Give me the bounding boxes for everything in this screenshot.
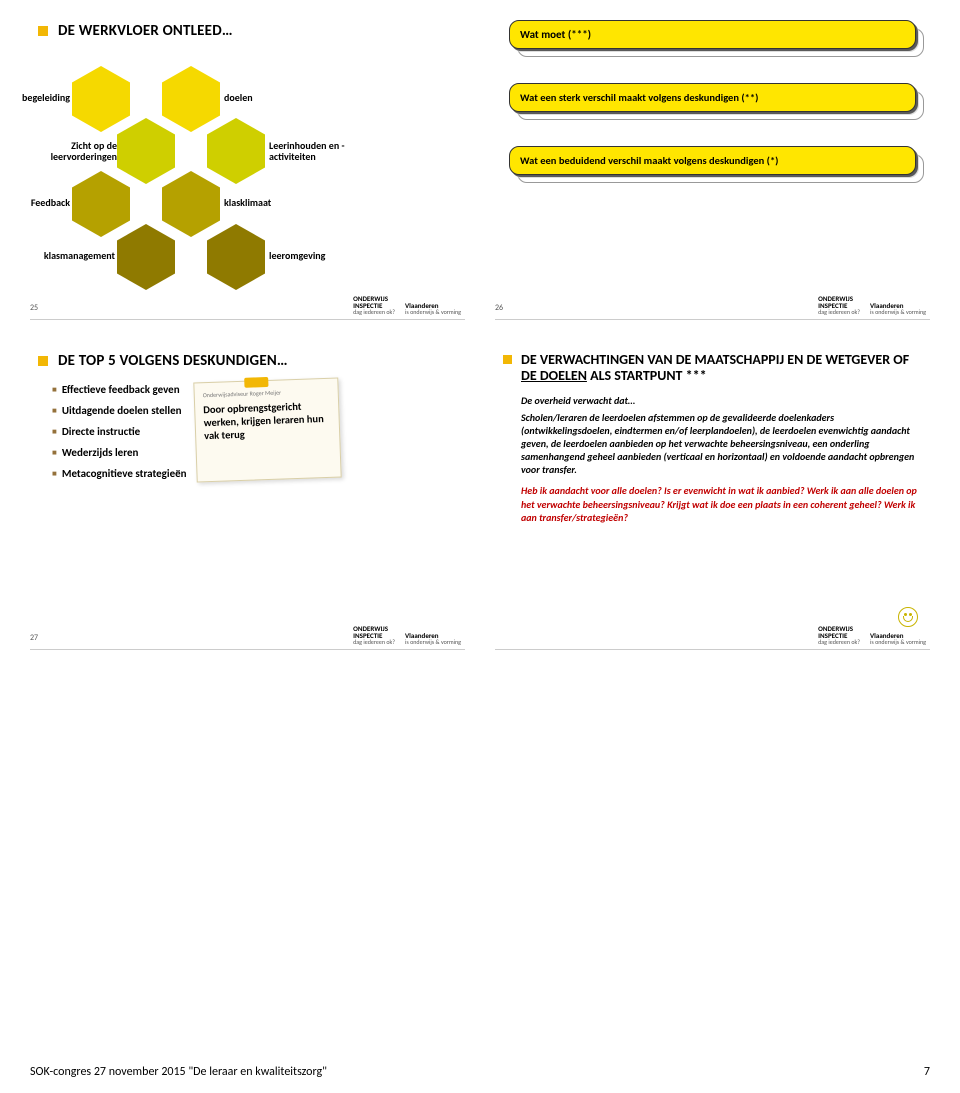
- smiley-icon: [898, 607, 918, 627]
- onderwijs-inspectie-logo: ONDERWIJS INSPECTIE dag iedereen ok?: [818, 295, 860, 315]
- title-bullet-icon: [503, 355, 512, 364]
- clip-subhead: Onderwijsadviseur Roger Meijer: [202, 387, 329, 399]
- top5-list: Effectieve feedback gevenUitdagende doel…: [52, 380, 187, 484]
- title-bullet-icon: [38, 356, 48, 366]
- slide-26-logos: ONDERWIJS INSPECTIE dag iedereen ok? Vla…: [818, 295, 926, 315]
- vlaanderen-logo: Vlaanderen is onderwijs & vorming: [870, 632, 926, 645]
- callout-stack: Wat moet (***) Wat een sterk verschil maa…: [509, 20, 916, 209]
- top5-item-1: Uitdagende doelen stellen: [52, 401, 187, 422]
- footer-left: SOK-congres 27 november 2015 "De leraar …: [30, 1065, 327, 1079]
- hex-label-leerinh: Leerinhouden en - activiteiten: [269, 140, 369, 162]
- slide-27-logos: ONDERWIJS INSPECTIE dag iedereen ok? Vla…: [353, 625, 461, 645]
- callout-wrap-0: Wat moet (***): [509, 20, 916, 49]
- callout-wrap-2: Wat een beduidend verschil maakt volgens…: [509, 146, 916, 175]
- hex-zicht: [117, 118, 175, 184]
- vlaanderen-logo: Vlaanderen is onderwijs & vorming: [405, 632, 461, 645]
- slide-25: DE WERKVLOER ONTLEED… begeleidingdoelenZ…: [30, 20, 465, 320]
- hex-label-klasmanagement: klasmanagement: [27, 250, 115, 261]
- hex-label-klasklimaat: klasklimaat: [224, 197, 294, 208]
- slide-25-title-text: DE WERKVLOER ONTLEED…: [58, 22, 233, 40]
- slide-28-logos: ONDERWIJS INSPECTIE dag iedereen ok? Vla…: [818, 625, 926, 645]
- onderwijs-inspectie-logo: ONDERWIJS INSPECTIE dag iedereen ok?: [353, 295, 395, 315]
- hex-klasmanagement: [117, 224, 175, 290]
- slide-28-title: DE VERWACHTINGEN VAN DE MAATSCHAPPIJ EN …: [521, 352, 922, 384]
- top5-item-3: Wederzijds leren: [52, 443, 187, 464]
- hex-feedback: [72, 171, 130, 237]
- page-footer: SOK-congres 27 november 2015 "De leraar …: [30, 1065, 930, 1079]
- callout-2: Wat een beduidend verschil maakt volgens…: [509, 146, 916, 175]
- top5-item-2: Directe instructie: [52, 422, 187, 443]
- vlaanderen-logo: Vlaanderen is onderwijs & vorming: [870, 302, 926, 315]
- title-bullet-icon: [38, 26, 48, 36]
- hex-label-begeleiding: begeleiding: [14, 92, 70, 103]
- callout-0: Wat moet (***): [509, 20, 916, 49]
- slide-28-title-pre: DE VERWACHTINGEN VAN DE MAATSCHAPPIJ EN …: [521, 351, 909, 368]
- hex-doelen: [162, 66, 220, 132]
- hex-label-doelen: doelen: [224, 92, 294, 103]
- top5-item-4: Metacognitieve strategieën: [52, 464, 187, 485]
- slide-25-number: 25: [30, 303, 38, 313]
- hex-leerinh: [207, 118, 265, 184]
- callout-1: Wat een sterk verschil maakt volgens des…: [509, 83, 916, 112]
- slide-27-title-text: DE TOP 5 VOLGENS DESKUNDIGEN…: [58, 352, 288, 370]
- slide-26-number: 26: [495, 303, 503, 313]
- top5-item-0: Effectieve feedback geven: [52, 380, 187, 401]
- vlaanderen-logo: Vlaanderen is onderwijs & vorming: [405, 302, 461, 315]
- slide-27-title: DE TOP 5 VOLGENS DESKUNDIGEN…: [30, 350, 465, 376]
- hex-label-zicht: Zicht op de leervorderingen: [39, 140, 117, 162]
- slide-28: DE VERWACHTINGEN VAN DE MAATSCHAPPIJ EN …: [495, 350, 930, 650]
- slide-26: Wat moet (***) Wat een sterk verschil maa…: [495, 20, 930, 320]
- slide-28-lead: De overheid verwacht dat…: [521, 394, 920, 407]
- slide-28-paragraph: Scholen/leraren de leerdoelen afstemmen …: [521, 411, 920, 476]
- clip-tag-icon: [244, 377, 268, 388]
- slide-25-logos: ONDERWIJS INSPECTIE dag iedereen ok? Vla…: [353, 295, 461, 315]
- slide-27-number: 27: [30, 633, 38, 643]
- callout-wrap-1: Wat een sterk verschil maakt volgens des…: [509, 83, 916, 112]
- onderwijs-inspectie-logo: ONDERWIJS INSPECTIE dag iedereen ok?: [818, 625, 860, 645]
- footer-page-number: 7: [924, 1065, 930, 1079]
- slide-28-title-post: ALS STARTPUNT ***: [587, 367, 707, 384]
- onderwijs-inspectie-logo: ONDERWIJS INSPECTIE dag iedereen ok?: [353, 625, 395, 645]
- hex-leeromgeving: [207, 224, 265, 290]
- hex-diagram: begeleidingdoelenZicht op de leervorderi…: [42, 48, 457, 295]
- clip-headline: Door opbrengstgericht werken, krijgen le…: [203, 400, 324, 443]
- hex-begeleiding: [72, 66, 130, 132]
- slide-27: DE TOP 5 VOLGENS DESKUNDIGEN… Effectieve…: [30, 350, 465, 650]
- newspaper-clipping: Onderwijsadviseur Roger Meijer Door opbr…: [193, 378, 341, 483]
- slide-25-title: DE WERKVLOER ONTLEED…: [30, 20, 465, 46]
- slide-28-title-underline: DE DOELEN: [521, 367, 587, 384]
- slide-28-questions: Heb ik aandacht voor alle doelen? Is er …: [521, 484, 920, 525]
- hex-label-leeromgeving: leeromgeving: [269, 250, 359, 261]
- hex-label-feedback: Feedback: [14, 197, 70, 208]
- hex-klasklimaat: [162, 171, 220, 237]
